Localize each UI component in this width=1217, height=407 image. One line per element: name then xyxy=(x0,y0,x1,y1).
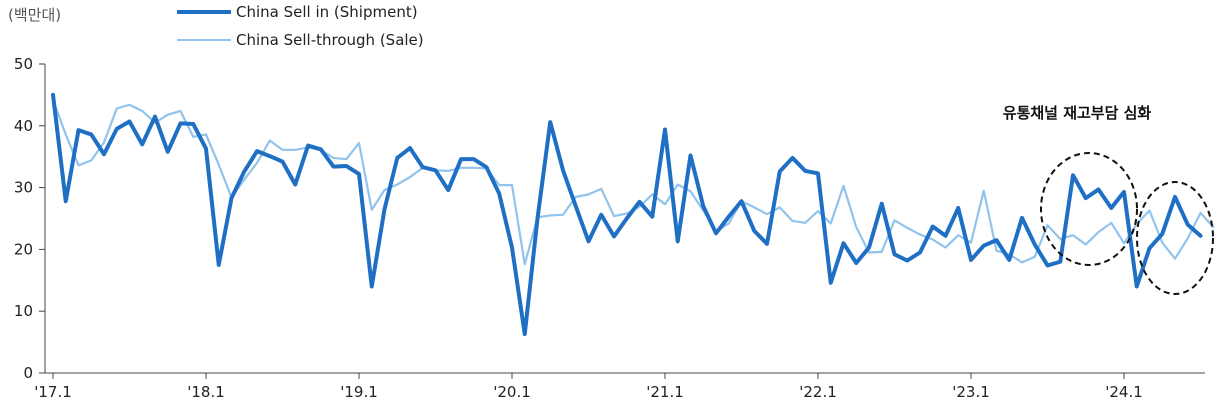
x-tick-label: '18.1 xyxy=(187,383,225,401)
y-tick-label: 50 xyxy=(14,55,33,73)
series-layer xyxy=(51,92,1215,337)
x-tick-label: '21.1 xyxy=(646,383,684,401)
y-tick-label: 0 xyxy=(23,364,33,382)
highlight-ellipse-late-2023 xyxy=(1040,152,1138,266)
y-tick-label: 20 xyxy=(14,240,33,258)
series-line-sell-in xyxy=(51,92,1203,337)
x-tick-label: '19.1 xyxy=(340,383,378,401)
x-tick-label: '23.1 xyxy=(952,383,990,401)
y-tick-label: 30 xyxy=(14,179,33,197)
legend-label-sell-through: China Sell-through (Sale) xyxy=(236,31,424,49)
annotation-label: 유통채널 재고부담 심화 xyxy=(1003,104,1152,122)
highlight-ellipse-2024 xyxy=(1136,181,1214,295)
series-line-sell-through xyxy=(51,98,1215,266)
x-tick-label: '20.1 xyxy=(493,383,531,401)
legend-label-sell-in: China Sell in (Shipment) xyxy=(236,3,418,21)
x-tick-label: '22.1 xyxy=(799,383,837,401)
y-unit-label: (백만대) xyxy=(8,6,61,24)
y-tick-label: 10 xyxy=(14,302,33,320)
x-tick-label: '17.1 xyxy=(34,383,72,401)
axes: 0 10 20 30 40 50 '17.1 '18.1 '19.1 '20.1 '21.1 '22.… xyxy=(14,55,1205,401)
y-tick-label: 40 xyxy=(14,117,33,135)
x-tick-label: '24.1 xyxy=(1105,383,1143,401)
legend: China Sell in (Shipment) China Sell-thro… xyxy=(177,3,424,49)
